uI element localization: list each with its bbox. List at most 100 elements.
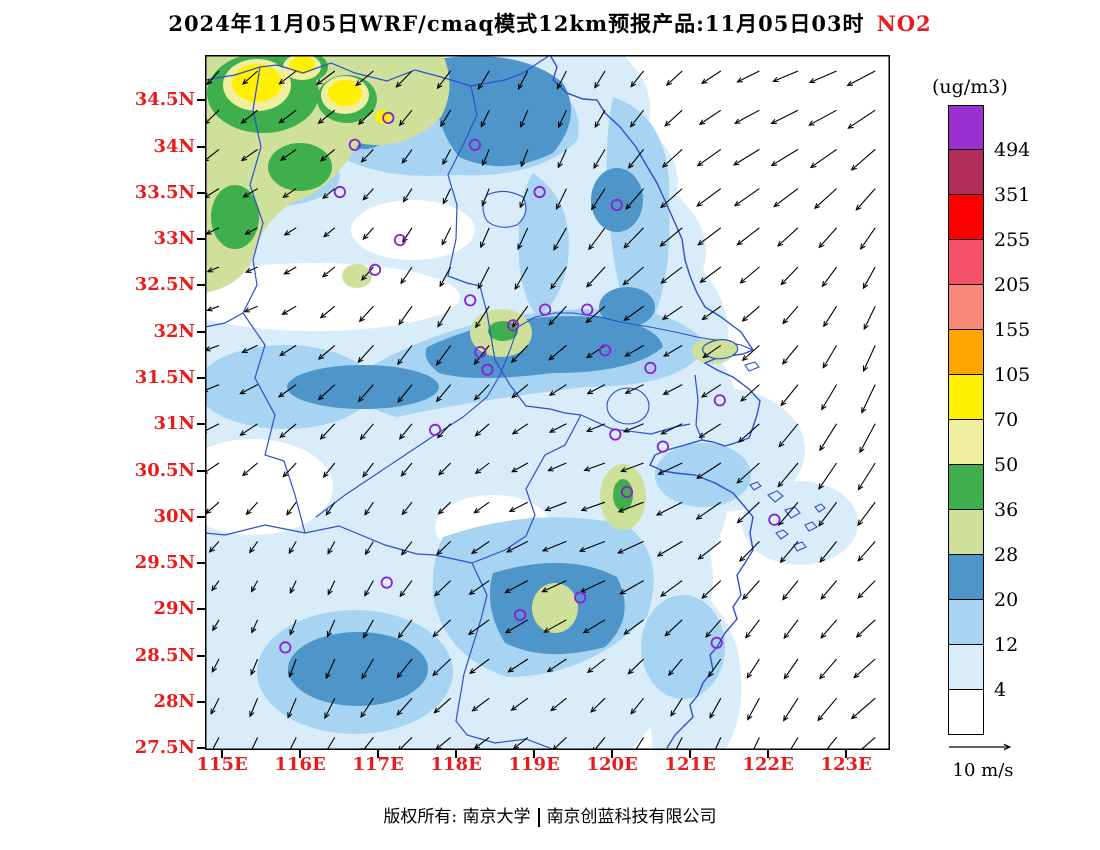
lon-tick-mark <box>767 750 770 758</box>
wind-arrow <box>400 423 413 439</box>
wind-arrow <box>700 109 722 124</box>
lat-tick-label: 33.5N <box>134 181 195 203</box>
colorbar-level-label: 12 <box>994 634 1019 656</box>
wind-arrow <box>662 423 683 434</box>
wind-arrow <box>852 697 876 718</box>
wind-arrow <box>400 109 413 125</box>
wind-arrow <box>250 697 259 716</box>
wind-arrow <box>245 305 258 311</box>
wind-reference-arrow <box>949 736 1023 758</box>
station-marker <box>506 319 520 332</box>
colorbar-segment <box>948 105 984 150</box>
wind-arrow <box>584 619 606 633</box>
wind-arrow <box>510 501 529 511</box>
wind-arrow <box>624 266 644 284</box>
wind-arrow <box>822 384 838 409</box>
wind-arrow <box>779 462 799 486</box>
wind-arrow <box>558 70 567 88</box>
lat-tick-label: 34N <box>153 135 195 157</box>
wind-arrow <box>361 697 374 716</box>
wind-arrow <box>518 227 529 249</box>
wind-arrow <box>207 227 220 234</box>
wind-arrow <box>403 149 413 162</box>
wind-arrow <box>658 540 683 555</box>
wind-arrow <box>402 541 413 554</box>
wind-arrow <box>289 737 297 750</box>
wind-arrow <box>587 266 606 286</box>
wind-arrow <box>441 109 452 125</box>
wind-arrow <box>658 501 683 515</box>
wind-arrow <box>819 697 838 720</box>
wind-arrow <box>321 423 336 439</box>
wind-arrow <box>399 384 413 402</box>
station-marker <box>656 440 669 453</box>
wind-arrow <box>242 109 258 123</box>
wind-arrow <box>210 737 220 750</box>
wind-arrow <box>662 188 683 207</box>
wind-arrow <box>735 188 760 206</box>
wind-arrow <box>361 423 374 439</box>
wind-arrow <box>775 188 799 207</box>
wind-arrow <box>280 109 297 122</box>
wind-arrow <box>785 658 799 678</box>
wind-arrow <box>362 658 374 678</box>
wind-arrow <box>283 305 297 314</box>
wind-arrow <box>438 423 452 437</box>
lat-tick-mark <box>197 747 205 750</box>
wind-arrow <box>437 384 452 401</box>
wind-arrow <box>860 423 876 452</box>
wind-arrow <box>435 697 451 712</box>
wind-arrow <box>549 462 567 470</box>
colorbar-segment <box>948 330 984 375</box>
wind-arrow <box>865 305 876 328</box>
wind-arrow <box>663 148 683 166</box>
wind-arrow <box>439 462 451 474</box>
wind-arrow <box>781 541 799 561</box>
wind-arrow <box>703 305 722 319</box>
wind-arrow <box>483 149 490 164</box>
lon-tick-mark <box>611 750 614 758</box>
wind-arrow <box>698 188 722 206</box>
wind-arrow <box>324 462 336 477</box>
wind-arrow <box>699 540 722 558</box>
wind-arrow <box>522 149 529 165</box>
station-marker <box>468 138 481 151</box>
station-marker <box>380 576 393 589</box>
wind-arrow <box>285 266 297 274</box>
wind-arrow <box>743 344 760 360</box>
wind-arrow <box>709 658 722 676</box>
wind-arrow <box>704 344 722 357</box>
wind-arrow <box>736 109 760 123</box>
wind-arrow <box>241 384 258 394</box>
wind-arrow <box>247 501 259 514</box>
colorbar-segment <box>948 555 984 600</box>
lon-tick-mark <box>533 750 536 758</box>
wind-arrow <box>588 658 606 672</box>
wind-arrow <box>595 70 606 87</box>
wind-arrow <box>698 148 722 165</box>
wind-arrow <box>738 227 760 245</box>
wind-arrow <box>398 345 413 363</box>
lon-tick-mark <box>455 750 458 758</box>
wind-arrow <box>250 541 259 552</box>
wind-arrow <box>243 344 258 352</box>
wind-arrow <box>782 266 799 284</box>
figure-title: 2024年11月05日WRF/cmaq模式12km预报产品:11月05日03时 N… <box>0 8 1100 38</box>
wind-arrow <box>783 345 799 363</box>
lat-tick-label: 29.5N <box>134 552 195 574</box>
wind-arrow <box>327 658 336 678</box>
wind-arrow <box>545 619 567 632</box>
wind-arrow <box>443 227 452 244</box>
wind-arrow <box>820 227 838 247</box>
wind-arrow <box>546 501 567 510</box>
lat-tick-mark <box>197 330 205 333</box>
wind-arrow <box>399 737 413 750</box>
wind-arrow <box>404 188 413 202</box>
chongming-island <box>702 339 739 360</box>
wind-arrow <box>365 580 374 596</box>
wind-arrow <box>666 619 683 636</box>
colorbar-level-label: 255 <box>994 229 1031 251</box>
taihu-lake <box>606 387 650 425</box>
wind-arrow <box>213 619 220 630</box>
lat-tick-label: 29N <box>153 598 195 620</box>
